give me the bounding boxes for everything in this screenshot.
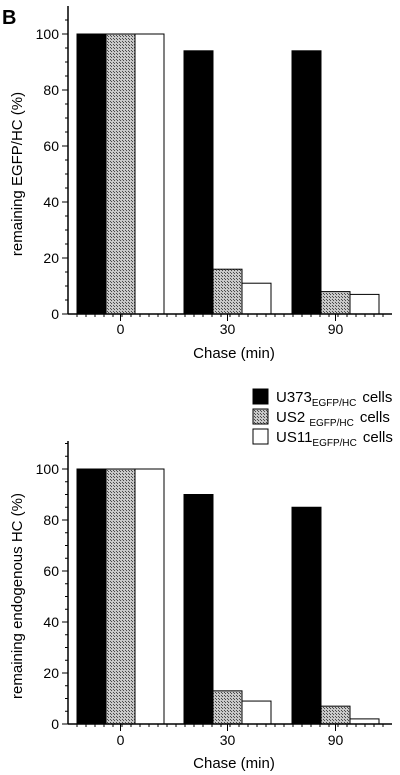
y-tick-label: 80 (43, 82, 59, 98)
bar-s1-0 (105, 33, 136, 315)
x-axis-label: Chase (min) (193, 755, 275, 772)
bar-s2-0 (134, 33, 165, 315)
bar-s2-0 (134, 468, 165, 725)
y-tick-label: 60 (43, 563, 59, 579)
bar-s1-30 (212, 268, 243, 315)
bar-s1-30 (212, 690, 243, 725)
chart-top: 0 20 40 60 80 100 0 30 90 Chase (min) remaining EG… (9, 6, 392, 362)
y-tick-label: 60 (43, 138, 59, 154)
y-tick-label: 80 (43, 512, 59, 528)
legend-entry: U373EGFP/HC cells (276, 389, 392, 409)
y-axis-label: remaining EGFP/HC (%) (9, 92, 26, 256)
bar-s0-30 (183, 50, 214, 315)
x-tick-label: 0 (117, 732, 125, 748)
x-tick-label: 0 (117, 321, 125, 337)
x-tick-label: 90 (328, 732, 344, 748)
y-tick-label: 100 (36, 26, 60, 42)
legend-entry: US2 EGFP/HC cells (276, 409, 390, 429)
bar-s2-30 (241, 282, 272, 315)
y-tick-label: 0 (51, 716, 59, 732)
bar-s1-90 (320, 705, 351, 725)
bar-s0-90 (291, 50, 322, 315)
y-axis-label: remaining endogenous HC (%) (9, 493, 26, 699)
y-tick-label: 20 (43, 250, 59, 266)
legend-swatch-white (252, 428, 269, 445)
bar-s2-90 (349, 293, 380, 315)
bar-s1-90 (320, 291, 351, 315)
y-tick-label: 40 (43, 194, 59, 210)
bar-s0-0 (76, 33, 107, 315)
bar-s0-90 (291, 506, 322, 725)
bar-s2-90 (349, 718, 380, 725)
chart-bottom: 0 20 40 60 80 100 0 30 90 Chase (min) remaining en… (9, 441, 392, 772)
x-tick-label: 90 (328, 321, 344, 337)
y-tick-label: 40 (43, 614, 59, 630)
y-tick-label: 20 (43, 665, 59, 681)
x-tick-label: 30 (220, 732, 236, 748)
x-axis-label: Chase (min) (193, 345, 275, 362)
legend-swatch-hatch (252, 408, 269, 425)
bar-s1-0 (105, 468, 136, 725)
bar-s2-30 (241, 700, 272, 725)
x-tick-label: 30 (220, 321, 236, 337)
bar-s0-30 (183, 494, 214, 725)
panel-letter: B (2, 7, 16, 29)
y-tick-label: 100 (36, 461, 60, 477)
legend-swatch-black (252, 388, 269, 405)
bar-s0-0 (76, 468, 107, 725)
y-tick-label: 0 (51, 306, 59, 322)
legend-entry: US11EGFP/HC cells (276, 429, 393, 449)
